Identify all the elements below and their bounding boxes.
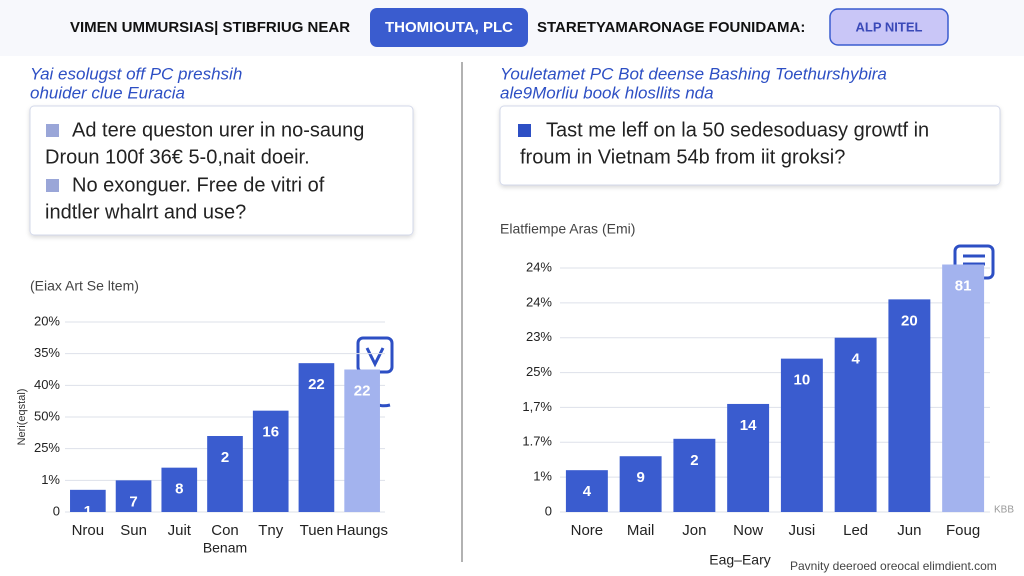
bar (298, 363, 335, 512)
bar-label: 2 (221, 449, 229, 466)
header-middle: STARETYAMARONAGE FOUNIDAMA: (537, 19, 805, 36)
bar (115, 480, 152, 512)
bar-label: 16 (262, 424, 279, 441)
bar (673, 438, 716, 512)
tab-label[interactable]: THOMIOUTA, PLC (385, 19, 513, 36)
bar (161, 467, 198, 512)
bar-label: 22 (308, 376, 325, 393)
bar-label: 4 (851, 351, 860, 368)
x-tick-label: Led (843, 522, 868, 539)
question-card (29, 105, 414, 236)
y-tick-label: 25% (34, 440, 60, 455)
y-tick-label: 25% (526, 364, 552, 379)
card-text: Droun 100f 36€ 5-0,nait doeir. (45, 146, 310, 168)
x-tick-label: Jusi (789, 522, 816, 539)
bullet (518, 124, 531, 137)
panel-title: Youletamet PC Bot deense Bashing Toethur… (500, 64, 887, 83)
bar (70, 489, 106, 512)
x-tick-label: Jun (897, 522, 921, 539)
panel-title: ale9Morliu book hlosllits nda (500, 83, 714, 102)
bullet (46, 179, 59, 192)
chart-title: (Eiax Art Se ltem) (30, 278, 139, 294)
footer-note: Pavnity deeroed oreocal elimdient.com (790, 559, 997, 573)
card-text: Ad tere queston urer in no-saung (72, 119, 364, 141)
bar (834, 337, 877, 512)
x-tick-label: Haungs (336, 522, 388, 539)
y-tick-label: 50% (34, 408, 60, 423)
bar-label: 10 (794, 372, 811, 389)
card-text: No exonguer. Free de vitri of (72, 174, 325, 196)
y-tick-label: 0 (53, 503, 60, 518)
bar (619, 456, 662, 512)
x-axis-label: Benam (203, 540, 247, 556)
footer-box (786, 556, 1020, 576)
card-text: Tast me leff on la 50 sedesoduasy growtf… (546, 119, 929, 141)
card-text: indtler whalrt and use? (45, 201, 246, 223)
bar-label: 9 (636, 469, 644, 486)
bar-label: 14 (740, 417, 757, 434)
x-tick-label: Tuen (300, 522, 334, 539)
corner-mark: KBB (994, 505, 1014, 516)
x-tick-label: Juit (168, 522, 192, 539)
x-tick-label: Sun (120, 522, 147, 539)
y-tick-label: 1.7% (522, 434, 552, 449)
panel-title: Yai esolugst off PC preshsih (30, 64, 242, 83)
tab[interactable] (370, 8, 528, 47)
y-axis-label: Neri(eqstal) (16, 389, 28, 446)
bar (780, 358, 823, 512)
x-tick-label: Nrou (72, 522, 105, 539)
y-tick-label: 24% (526, 259, 552, 274)
bar-label: 8 (175, 481, 183, 498)
x-tick-label: Foug (946, 522, 980, 539)
y-tick-label: 20% (34, 313, 60, 328)
x-axis-label: Eag–Eary (709, 552, 770, 568)
y-tick-label: 1% (533, 469, 552, 484)
bar (942, 264, 985, 512)
bar-label: 1 (84, 503, 92, 520)
y-tick-label: 23% (526, 329, 552, 344)
y-tick-label: 1,7% (522, 399, 552, 414)
bar-label: 2 (690, 452, 698, 469)
card-text: froum in Vietnam 54b from iit groksi? (520, 146, 845, 168)
bar-label: 22 (354, 382, 371, 399)
y-tick-label: 24% (526, 294, 552, 309)
x-tick-label: Con (211, 522, 239, 539)
y-tick-label: 40% (34, 377, 60, 392)
x-tick-label: Tny (258, 522, 284, 539)
x-tick-label: Mail (627, 522, 655, 539)
y-tick-label: 1% (41, 472, 60, 487)
x-tick-label: Jon (682, 522, 706, 539)
button[interactable] (829, 8, 949, 46)
bar (344, 369, 380, 512)
x-tick-label: Nore (571, 522, 604, 539)
x-tick-label: Now (733, 522, 763, 539)
bullet (46, 124, 59, 137)
bar-label: 4 (583, 483, 592, 500)
bar (565, 470, 608, 512)
question-card (499, 105, 1001, 186)
bar-label: 7 (129, 493, 137, 510)
chart-title: Elatfiempe Aras (Emi) (500, 221, 635, 237)
bar-label: 81 (955, 277, 972, 294)
panel-title: ohuider clue Euracia (30, 83, 185, 102)
bar (727, 403, 770, 512)
bar (207, 436, 243, 512)
header-left: VIMEN UMMURSIAS| STIBFRIUG NEAR (70, 19, 350, 36)
button-label[interactable]: ALP NITEL (856, 19, 923, 34)
bar-label: 20 (901, 312, 918, 329)
y-tick-label: 35% (34, 345, 60, 360)
y-tick-label: 0 (545, 503, 552, 518)
bar (888, 299, 931, 512)
bar (252, 410, 289, 512)
